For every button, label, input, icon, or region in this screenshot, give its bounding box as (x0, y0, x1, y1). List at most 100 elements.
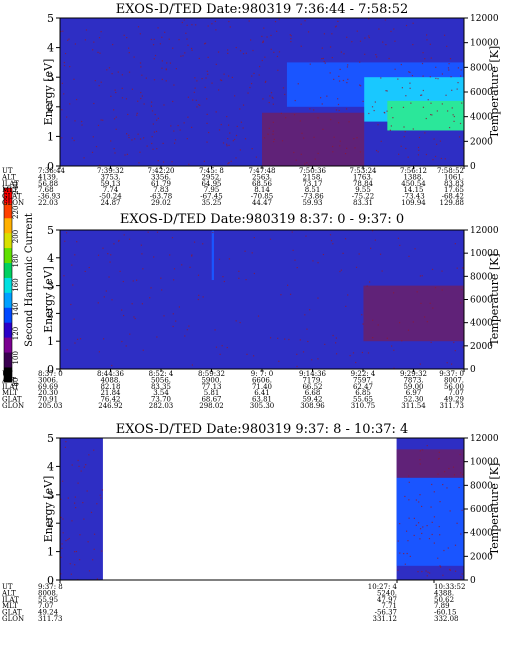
noise-speck (242, 53, 245, 55)
noise-speck (180, 55, 182, 57)
noise-speck (356, 30, 358, 32)
noise-speck (324, 62, 326, 64)
noise-speck (75, 98, 78, 101)
noise-speck (98, 37, 101, 39)
noise-speck (297, 83, 299, 85)
noise-speck (370, 247, 372, 249)
noise-speck (446, 110, 449, 112)
noise-speck (348, 121, 350, 123)
noise-speck (400, 145, 402, 147)
noise-speck (432, 159, 434, 161)
noise-speck (204, 43, 206, 45)
noise-speck (151, 110, 154, 112)
orbit-value: 56.00 (444, 383, 464, 391)
orbit-value: -73.86 (301, 193, 324, 201)
noise-speck (257, 315, 260, 317)
noise-speck (66, 349, 68, 351)
noise-speck (139, 138, 142, 140)
noise-speck (259, 65, 261, 68)
noise-speck (378, 28, 380, 30)
noise-speck (239, 149, 241, 151)
noise-speck (403, 126, 405, 128)
noise-speck (226, 115, 228, 118)
noise-speck (425, 117, 427, 120)
noise-speck (153, 79, 156, 81)
noise-speck (74, 496, 76, 498)
noise-speck (139, 33, 141, 35)
colorbar-tick-label: 220 (12, 206, 20, 219)
noise-speck (141, 253, 143, 255)
noise-speck (423, 316, 426, 318)
noise-speck (448, 467, 450, 470)
y-tick-label: 3 (47, 489, 54, 502)
orbit-row-label: GLAT (2, 609, 22, 617)
noise-speck (98, 164, 101, 166)
noise-speck (218, 129, 221, 131)
noise-speck (393, 349, 395, 351)
noise-speck (368, 36, 370, 39)
orbit-value: 1388. (403, 173, 423, 181)
noise-speck (107, 253, 109, 255)
panel-3: EXOS-D/TED Date:980319 9:37: 8 - 10:37: … (1, 422, 501, 623)
noise-speck (433, 138, 435, 140)
noise-speck (183, 19, 185, 21)
y-tick-label: 0 (47, 160, 54, 173)
noise-speck (413, 534, 415, 537)
colorbar-tick-label: 120 (12, 327, 20, 340)
noise-speck (108, 276, 110, 278)
orbit-value: 8:59:32 (198, 370, 225, 378)
noise-speck (408, 499, 410, 501)
spectrogram-band-1 (60, 438, 103, 580)
noise-speck (215, 29, 217, 31)
y2-tick-label: 8000 (470, 63, 493, 73)
noise-speck (194, 77, 196, 79)
noise-speck (270, 92, 273, 94)
noise-speck (346, 147, 348, 149)
noise-speck (262, 41, 264, 44)
noise-speck (98, 351, 100, 353)
noise-speck (188, 325, 190, 327)
noise-speck (197, 274, 200, 276)
noise-speck (289, 293, 292, 295)
noise-speck (276, 55, 279, 58)
noise-speck (409, 555, 411, 558)
noise-speck (70, 573, 72, 575)
noise-speck (272, 103, 274, 105)
noise-speck (409, 71, 411, 74)
noise-speck (403, 552, 405, 555)
noise-speck (207, 25, 209, 27)
orbit-value: 7:45: 8 (199, 167, 224, 175)
noise-speck (434, 155, 437, 158)
noise-speck (460, 533, 462, 535)
noise-speck (270, 48, 272, 50)
noise-speck (276, 30, 278, 32)
noise-speck (207, 56, 209, 58)
spectrogram-band-3 (396, 477, 464, 566)
noise-speck (236, 125, 238, 128)
noise-speck (162, 161, 165, 163)
noise-speck (288, 338, 290, 341)
colorbar-tick-label: 240 (12, 181, 20, 194)
noise-speck (317, 297, 319, 299)
noise-speck (253, 355, 255, 357)
noise-speck (333, 136, 335, 138)
orbit-value: 311.73 (38, 615, 63, 623)
noise-speck (293, 114, 296, 116)
orbit-value: 83.83 (444, 180, 464, 188)
noise-speck (165, 80, 167, 82)
noise-speck (140, 91, 142, 94)
noise-speck (227, 49, 229, 51)
noise-speck (333, 78, 335, 80)
orbit-value: 311.54 (401, 402, 426, 410)
noise-speck (226, 145, 228, 147)
noise-speck (177, 124, 179, 127)
noise-speck (127, 113, 129, 116)
noise-speck (338, 122, 340, 124)
noise-speck (394, 40, 396, 42)
noise-speck (345, 108, 348, 110)
noise-speck (437, 473, 439, 475)
noise-speck (246, 353, 248, 355)
noise-speck (227, 52, 229, 54)
orbit-value: 5900. (201, 376, 221, 384)
noise-speck (173, 142, 176, 144)
